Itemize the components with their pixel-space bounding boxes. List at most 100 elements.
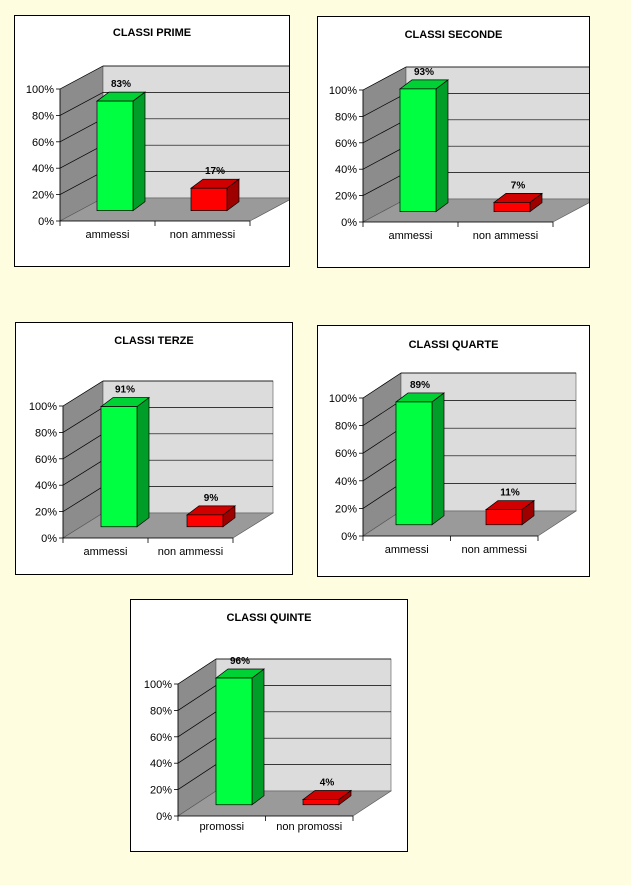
data-label: 96% <box>230 656 250 667</box>
gridline-side <box>362 455 402 482</box>
y-tick-label: 20% <box>35 507 57 519</box>
bar-1 <box>484 499 536 526</box>
y-tick-label: 60% <box>150 732 172 744</box>
x-category-label: ammessi <box>388 230 432 242</box>
chart-title: CLASSI QUARTE <box>409 339 499 351</box>
y-tick-label: 60% <box>335 138 357 150</box>
y-tick-label: 20% <box>150 785 172 797</box>
data-label: 89% <box>410 380 430 391</box>
data-label: 11% <box>500 488 520 499</box>
x-category-label: non ammessi <box>170 229 235 241</box>
data-label: 17% <box>205 166 225 177</box>
x-category-label: ammessi <box>85 229 129 241</box>
y-tick-label: 0% <box>156 811 172 823</box>
y-tick-label: 80% <box>335 111 357 123</box>
gridline-side <box>362 427 402 454</box>
chart-panel-terze: CLASSI TERZE 0% 20% 40% 60% 80% 100% 91% ammessi… <box>15 322 293 575</box>
y-tick-label: 40% <box>335 164 357 176</box>
y-tick-label: 20% <box>335 503 357 515</box>
gridline-side <box>62 380 104 407</box>
data-label: 4% <box>320 777 335 788</box>
gridline-side <box>59 92 104 116</box>
chart-panel-prime: CLASSI PRIME 0% 20% 40% 60% 80% 100% 83% ammessi… <box>14 15 290 267</box>
floor <box>361 510 578 537</box>
side-wall <box>59 65 104 222</box>
chart-title: CLASSI PRIME <box>113 27 191 39</box>
bar-front <box>485 509 523 526</box>
bar-front <box>399 88 437 213</box>
gridline-side <box>62 407 104 433</box>
bar-1 <box>301 789 353 806</box>
y-tick-label: 20% <box>32 190 54 202</box>
chart-svg: CLASSI QUARTE 0% 20% 40% 60% 80% 100% 89% ammess… <box>329 339 578 556</box>
y-tick-label: 60% <box>32 137 54 149</box>
y-tick-label: 40% <box>150 758 172 770</box>
bar-1 <box>185 505 237 528</box>
side-wall <box>62 380 104 539</box>
chart-svg: CLASSI PRIME 0% 20% 40% 60% 80% 100% 83% ammessi… <box>26 27 289 241</box>
y-tick-label: 60% <box>35 454 57 466</box>
y-tick-label: 20% <box>335 191 357 203</box>
y-tick-label: 40% <box>35 480 57 492</box>
y-tick-label: 80% <box>32 110 54 122</box>
gridline-side <box>362 93 407 117</box>
bar-front <box>190 187 228 212</box>
bar-0 <box>99 396 151 528</box>
chart-panel-quarte: CLASSI QUARTE 0% 20% 40% 60% 80% 100% 89% ammess… <box>317 325 590 577</box>
data-label: 91% <box>115 385 135 396</box>
gridline-side <box>362 66 407 91</box>
y-tick-label: 80% <box>35 427 57 439</box>
gridline-side <box>362 119 407 144</box>
bar-side <box>251 668 265 806</box>
x-category-label: ammessi <box>385 544 429 556</box>
x-category-label: promossi <box>199 821 244 833</box>
x-category-label: non ammessi <box>462 544 527 556</box>
data-label: 93% <box>414 67 434 78</box>
gridline-side <box>59 65 104 90</box>
chart-svg: CLASSI TERZE 0% 20% 40% 60% 80% 100% 91% ammessi… <box>29 335 275 558</box>
bar-0 <box>394 392 446 526</box>
chart-title: CLASSI SECONDE <box>405 29 503 41</box>
y-tick-label: 40% <box>32 163 54 175</box>
chart-svg: CLASSI QUINTE 0% 20% 40% 60% 80% 100% 96% promos… <box>144 612 393 833</box>
bar-front <box>96 100 134 211</box>
side-wall <box>362 372 402 537</box>
chart-svg: CLASSI SECONDE 0% 20% 40% 60% 80% 100% 93% ammes… <box>329 29 589 242</box>
bar-1 <box>492 192 544 213</box>
x-category-label: non ammessi <box>158 546 223 558</box>
chart-title: CLASSI QUINTE <box>227 612 312 624</box>
gridline-side <box>362 145 407 170</box>
y-tick-label: 80% <box>335 421 357 433</box>
side-wall <box>177 658 217 817</box>
gridline-side <box>59 171 104 195</box>
y-tick-label: 0% <box>38 216 54 228</box>
chart-panel-seconde: CLASSI SECONDE 0% 20% 40% 60% 80% 100% 93% ammes… <box>317 16 590 268</box>
gridline-side <box>59 118 104 143</box>
bar-0 <box>95 91 147 212</box>
chart-panel-quinte: CLASSI QUINTE 0% 20% 40% 60% 80% 100% 96% promos… <box>130 599 408 852</box>
y-tick-label: 100% <box>29 401 57 413</box>
y-tick-label: 0% <box>41 533 57 545</box>
floor <box>176 790 393 817</box>
bar-1 <box>189 178 241 212</box>
gridline-side <box>362 372 402 399</box>
bar-side <box>431 392 445 526</box>
y-tick-label: 0% <box>341 531 357 543</box>
gridline-side <box>62 433 104 460</box>
y-tick-label: 100% <box>329 85 357 97</box>
y-tick-label: 40% <box>335 476 357 488</box>
bar-0 <box>398 79 450 213</box>
chart-title: CLASSI TERZE <box>114 335 193 347</box>
gridline-side <box>177 658 217 685</box>
gridline-side <box>362 400 402 426</box>
bar-side <box>136 396 150 528</box>
bar-side <box>435 79 449 213</box>
gridline-side <box>177 764 217 790</box>
gridline-side <box>59 144 104 169</box>
bar-front <box>302 799 340 806</box>
bar-front <box>186 514 224 528</box>
gridline-side <box>177 737 217 764</box>
x-category-label: non ammessi <box>473 230 538 242</box>
gridline-side <box>177 685 217 711</box>
bar-side <box>132 91 146 212</box>
